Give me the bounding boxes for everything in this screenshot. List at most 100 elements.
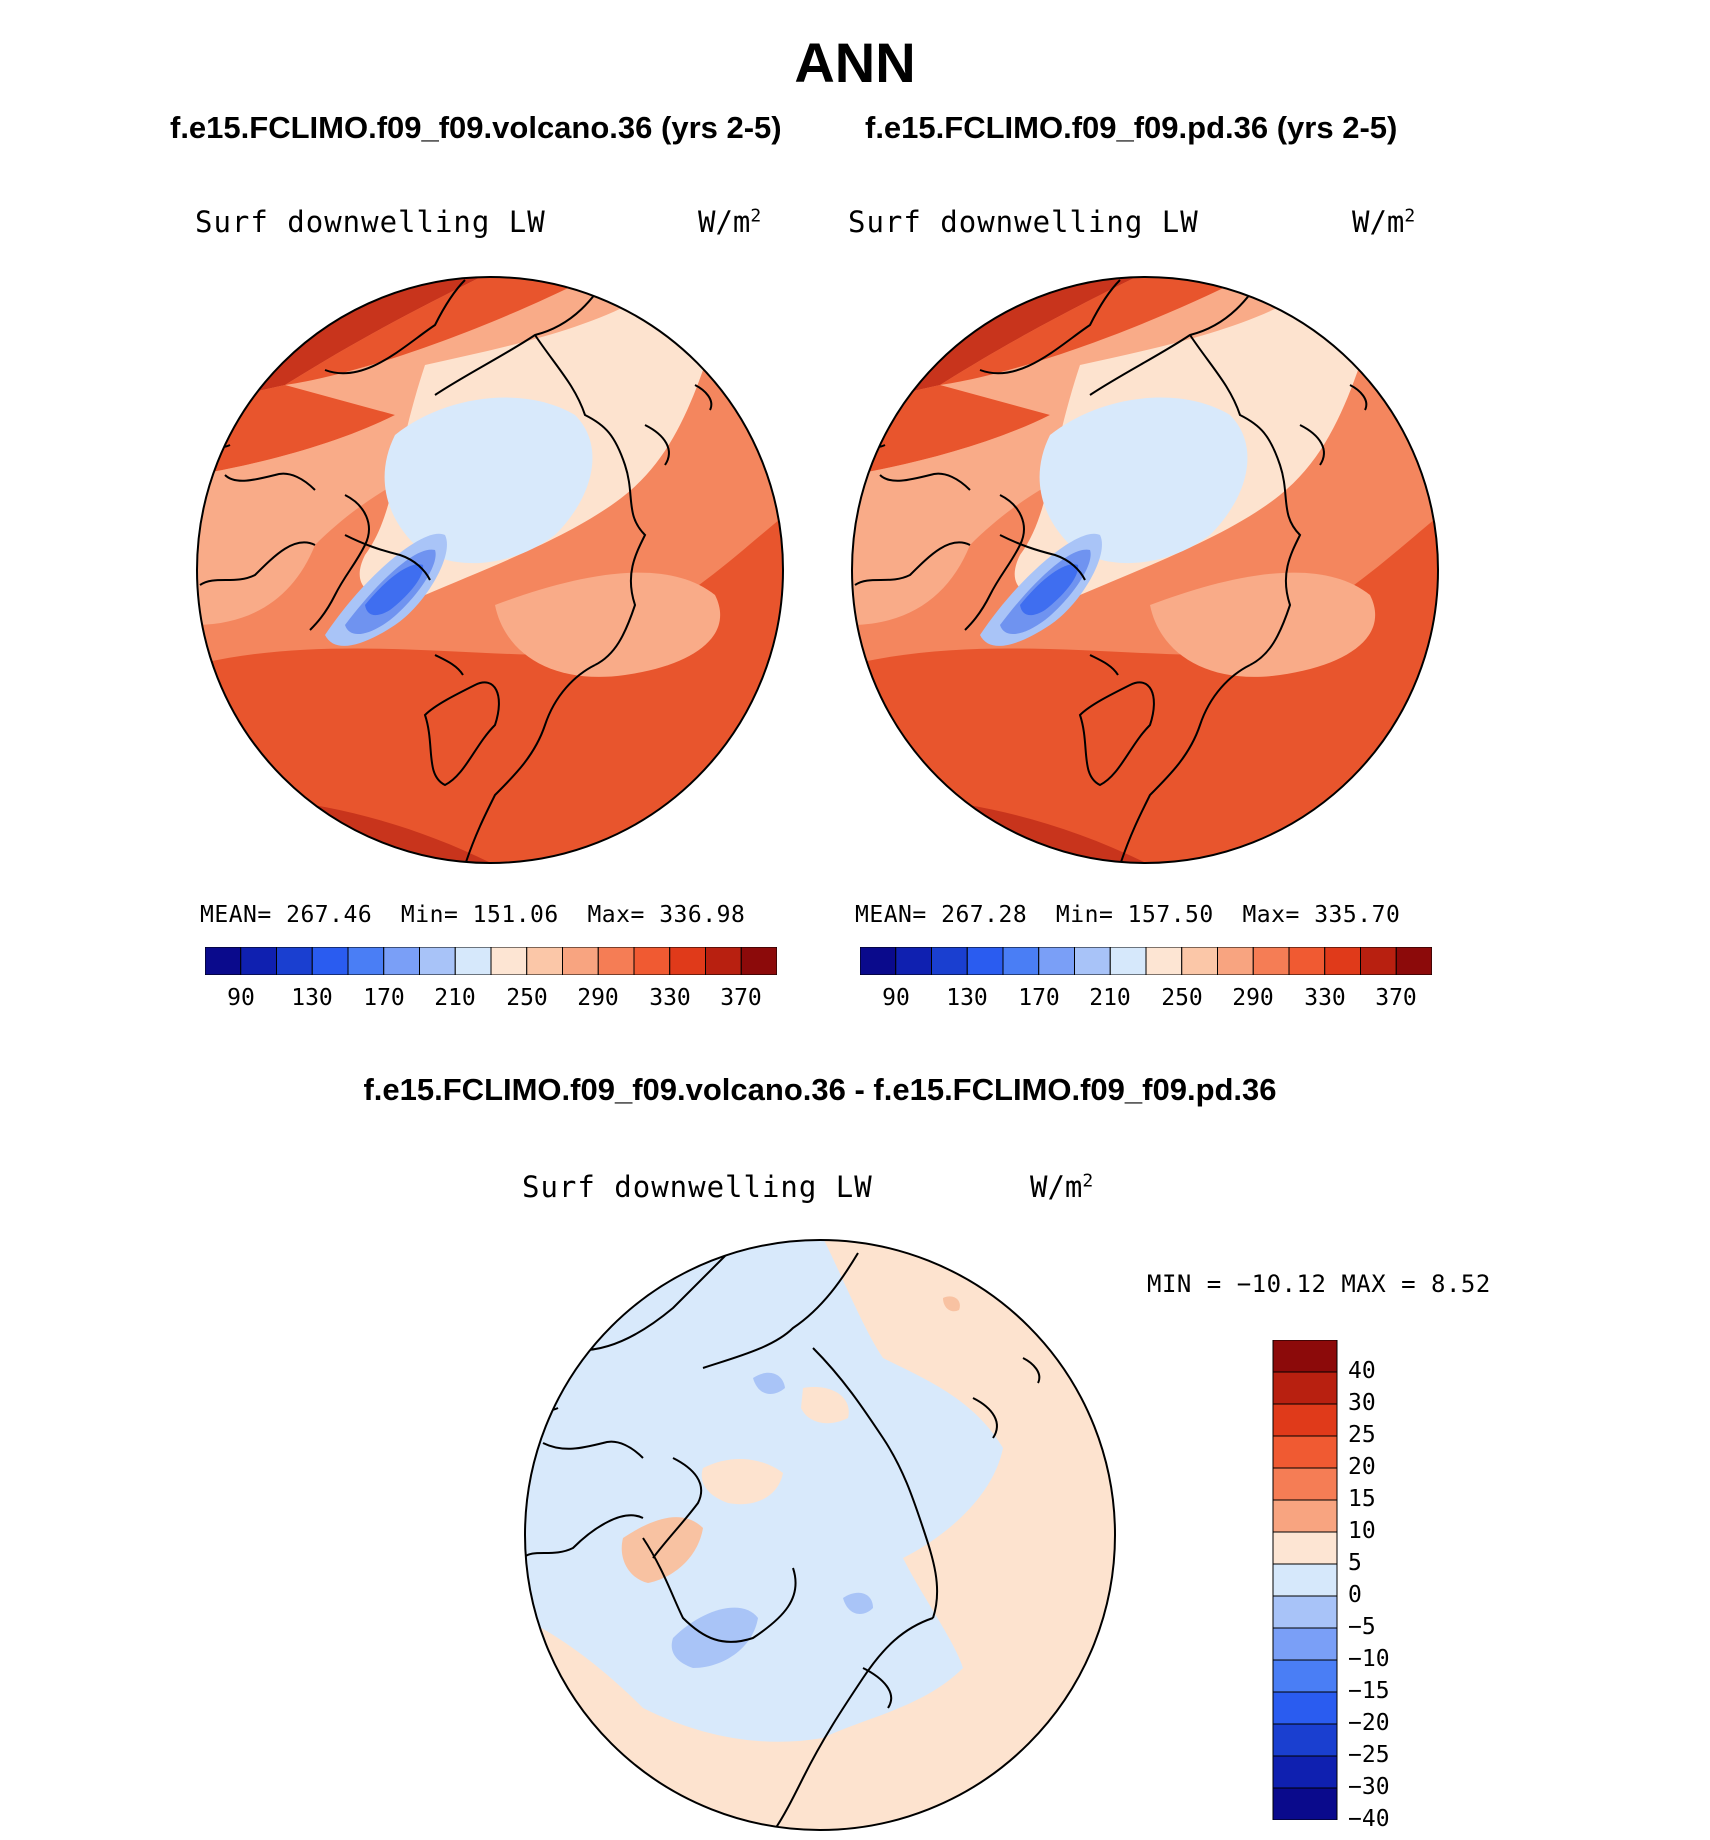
panel-2-run-title: f.e15.FCLIMO.f09_f09.pd.36 (yrs 2-5): [865, 110, 1398, 145]
colorbar-tick: −25: [1348, 1742, 1390, 1768]
colorbar-swatch: [1360, 947, 1397, 975]
colorbar-swatch: [1252, 947, 1290, 975]
colorbar-swatch: [1272, 1403, 1338, 1437]
colorbar-tick: 250: [506, 985, 548, 1011]
panel-2-colorbar-ticks: 90 130 170 210 250 290 330 370: [860, 985, 1432, 1015]
colorbar-swatch: [1272, 1787, 1338, 1820]
colorbar-tick: 130: [291, 985, 333, 1011]
colorbar-swatch: [205, 947, 242, 975]
colorbar-swatch: [1272, 1340, 1338, 1373]
colorbar-tick: 370: [1375, 985, 1417, 1011]
colorbar-tick: 25: [1348, 1422, 1376, 1448]
panel-2-variable-label: Surf downwelling LW: [848, 205, 1199, 239]
difference-variable-label: Surf downwelling LW: [522, 1170, 873, 1204]
colorbar-swatch: [1395, 947, 1432, 975]
colorbar-swatch: [597, 947, 635, 975]
colorbar-tick: 370: [720, 985, 762, 1011]
colorbar-tick: −20: [1348, 1710, 1390, 1736]
colorbar-tick: 30: [1348, 1390, 1376, 1416]
colorbar-swatch: [1272, 1499, 1338, 1533]
difference-title: f.e15.FCLIMO.f09_f09.volcano.36 - f.e15.…: [363, 1072, 1277, 1107]
colorbar-tick: 10: [1348, 1518, 1376, 1544]
colorbar-tick: 130: [946, 985, 988, 1011]
colorbar-tick: 210: [1089, 985, 1131, 1011]
panel-1-colorbar: [205, 947, 777, 975]
colorbar-swatch: [669, 947, 706, 975]
colorbar-tick: 330: [1304, 985, 1346, 1011]
colorbar-tick: −15: [1348, 1678, 1390, 1704]
colorbar-swatch: [1272, 1627, 1338, 1661]
colorbar-swatch: [276, 947, 313, 975]
panel-1-stats: MEAN= 267.46 Min= 151.06 Max= 336.98: [200, 902, 746, 928]
figure-title: ANN: [794, 31, 916, 94]
colorbar-swatch: [347, 947, 385, 975]
colorbar-tick: 330: [649, 985, 691, 1011]
panel-2-colorbar: [860, 947, 1432, 975]
colorbar-swatch: [240, 947, 277, 975]
colorbar-tick: 170: [363, 985, 405, 1011]
colorbar-swatch: [931, 947, 968, 975]
colorbar-tick: 170: [1018, 985, 1060, 1011]
colorbar-swatch: [740, 947, 777, 975]
colorbar-swatch: [383, 947, 420, 975]
difference-polar-map: [524, 1239, 1116, 1831]
difference-units: W/m2: [1030, 1170, 1094, 1204]
colorbar-tick: 290: [1232, 985, 1274, 1011]
colorbar-swatch: [1272, 1563, 1338, 1597]
colorbar-swatch: [1272, 1435, 1338, 1469]
colorbar-swatch: [526, 947, 563, 975]
colorbar-tick: 5: [1348, 1550, 1362, 1576]
colorbar-swatch: [1272, 1659, 1338, 1693]
panel-1-units: W/m2: [698, 205, 762, 239]
panel-2-units: W/m2: [1352, 205, 1416, 239]
difference-min-max: MIN = −10.12 MAX = 8.52: [1147, 1270, 1491, 1298]
colorbar-swatch: [1109, 947, 1147, 975]
colorbar-swatch: [1074, 947, 1111, 975]
colorbar-tick: 0: [1348, 1582, 1362, 1608]
colorbar-swatch: [1181, 947, 1218, 975]
panel-2-stats: MEAN= 267.28 Min= 157.50 Max= 335.70: [855, 902, 1401, 928]
colorbar-swatch: [1272, 1755, 1338, 1789]
colorbar-swatch: [490, 947, 528, 975]
colorbar-tick: 290: [577, 985, 619, 1011]
colorbar-swatch: [454, 947, 492, 975]
difference-colorbar-ticks: 40 30 25 20 15 10 5 0 −5 −10 −15 −20 −25 −30 −40: [1348, 1340, 1438, 1832]
colorbar-swatch: [705, 947, 742, 975]
colorbar-tick: 20: [1348, 1454, 1376, 1480]
colorbar-swatch: [633, 947, 671, 975]
colorbar-tick: 250: [1161, 985, 1203, 1011]
colorbar-tick: 210: [434, 985, 476, 1011]
colorbar-swatch: [1272, 1467, 1338, 1501]
colorbar-tick: 90: [227, 985, 255, 1011]
colorbar-swatch: [1288, 947, 1326, 975]
panel-1-colorbar-ticks: 90 130 170 210 250 290 330 370: [205, 985, 777, 1015]
colorbar-swatch: [1145, 947, 1183, 975]
colorbar-swatch: [1272, 1531, 1338, 1565]
panel-1-polar-map: [196, 276, 784, 864]
colorbar-tick: 40: [1348, 1358, 1376, 1384]
colorbar-swatch: [966, 947, 1004, 975]
colorbar-tick: −30: [1348, 1774, 1390, 1800]
colorbar-tick: 15: [1348, 1486, 1376, 1512]
colorbar-swatch: [1272, 1595, 1338, 1629]
colorbar-swatch: [860, 947, 897, 975]
colorbar-swatch: [419, 947, 456, 975]
colorbar-tick: 90: [882, 985, 910, 1011]
colorbar-swatch: [1002, 947, 1040, 975]
colorbar-swatch: [311, 947, 349, 975]
colorbar-swatch: [1272, 1691, 1338, 1725]
colorbar-tick: −10: [1348, 1646, 1390, 1672]
colorbar-swatch: [1217, 947, 1254, 975]
colorbar-swatch: [1038, 947, 1075, 975]
colorbar-swatch: [1272, 1723, 1338, 1757]
colorbar-swatch: [562, 947, 599, 975]
colorbar-tick: −40: [1348, 1806, 1390, 1832]
colorbar-swatch: [1272, 1371, 1338, 1405]
colorbar-swatch: [895, 947, 932, 975]
colorbar-tick: −5: [1348, 1614, 1376, 1640]
difference-colorbar: [1272, 1340, 1338, 1820]
panel-1-run-title: f.e15.FCLIMO.f09_f09.volcano.36 (yrs 2-5…: [170, 110, 782, 145]
panel-2-polar-map: [851, 276, 1439, 864]
panel-1-variable-label: Surf downwelling LW: [195, 205, 546, 239]
colorbar-swatch: [1324, 947, 1361, 975]
